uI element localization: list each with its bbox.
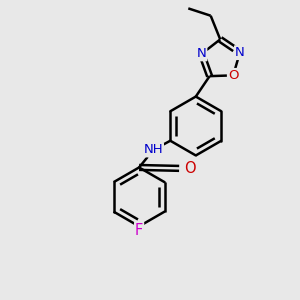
- Text: O: O: [184, 161, 196, 176]
- Text: N: N: [235, 46, 245, 59]
- Text: N: N: [197, 47, 206, 60]
- Text: NH: NH: [143, 143, 163, 157]
- Text: O: O: [228, 69, 238, 82]
- Text: F: F: [135, 223, 143, 238]
